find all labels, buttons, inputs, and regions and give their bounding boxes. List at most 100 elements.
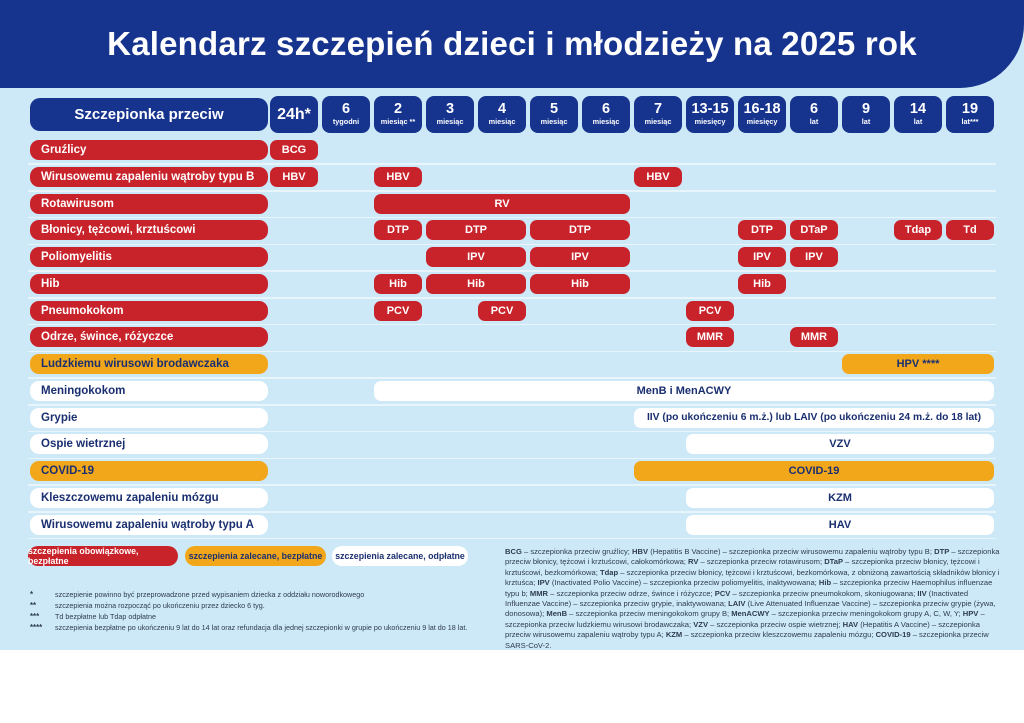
row-separator: [28, 377, 996, 379]
vaccine-pill: VZV: [686, 434, 994, 455]
vaccine-column-header: Szczepionka przeciw: [30, 98, 268, 131]
footnote-symbol: ****: [30, 623, 43, 632]
age-column-unit: miesiąc: [644, 117, 672, 127]
legend-pill: szczepienia zalecane, bezpłatne: [185, 546, 326, 566]
row-label: Rotawirusom: [30, 193, 268, 214]
row-separator: [28, 537, 996, 540]
vaccine-pill: DTP: [738, 220, 786, 241]
age-column-unit: lat***: [961, 117, 979, 127]
abbreviation-term: DTaP: [824, 557, 844, 567]
row-separator: [28, 404, 996, 406]
row-label: Wirusowemu zapaleniu wątroby typu B: [30, 166, 268, 187]
row-separator: [28, 457, 996, 459]
age-column-unit: lat: [809, 117, 819, 127]
row-label: Poliomyelitis: [30, 247, 268, 267]
row-separator: [28, 350, 996, 352]
vaccine-pill: Hib: [374, 273, 422, 294]
vaccine-column-header-label: Szczepionka przeciw: [74, 106, 224, 123]
vaccine-pill: Hib: [530, 273, 630, 294]
row-label: COVID-19: [30, 461, 268, 481]
abbreviation-term: DTP: [934, 547, 950, 556]
abbreviation-term: KZM: [665, 630, 683, 640]
vaccine-pill: MMR: [790, 327, 838, 348]
abbreviation-term: RV: [688, 557, 699, 567]
row-separator: [28, 163, 996, 165]
age-column-header: 6 miesiąc: [582, 96, 630, 133]
age-column-unit: miesiąc **: [380, 117, 416, 127]
age-column-header: 3 miesiąc: [426, 96, 474, 133]
abbreviation-term: MenB: [546, 609, 568, 619]
vaccine-pill: IPV: [790, 247, 838, 267]
row-label: Hib: [30, 273, 268, 294]
age-column-header: 5 miesiąc: [530, 96, 578, 133]
abbreviation-term: VZV: [693, 619, 709, 629]
age-column-value: 6: [809, 101, 819, 118]
vaccine-pill: RV: [374, 193, 630, 214]
abbreviation-term: IPV: [537, 578, 550, 588]
legend-pill: szczepienia obowiązkowe, bezpłatne: [28, 546, 178, 566]
vaccine-pill: DTP: [426, 220, 526, 241]
vaccine-pill: Td: [946, 220, 994, 241]
age-column-header: 6 lat: [790, 96, 838, 133]
row-separator: [28, 190, 996, 192]
legend-pill: szczepienia zalecane, odpłatne: [332, 546, 468, 566]
vaccine-pill: PCV: [374, 300, 422, 321]
vaccine-pill: HBV: [270, 166, 318, 187]
vaccine-pill: HBV: [634, 166, 682, 187]
footer: Ministerstwo Zdrowia NPZ NARODOWY PROGRA…: [0, 650, 1024, 723]
abbreviation-term: MenACWY: [731, 609, 770, 619]
row-label: Meningokokom: [30, 380, 268, 401]
abbreviation-term: HBV: [632, 547, 649, 556]
row-label: Wirusowemu zapaleniu wątroby typu A: [30, 514, 268, 535]
age-column-header: 24h*: [270, 96, 318, 133]
row-label: Grypie: [30, 407, 268, 428]
row-label: Gruźlicy: [30, 140, 268, 160]
footnote-symbol: **: [30, 601, 37, 610]
vaccine-pill: Hib: [426, 273, 526, 294]
row-separator: [28, 484, 996, 486]
row-label: Pneumokokom: [30, 300, 268, 321]
vaccine-pill: Hib: [738, 273, 786, 294]
age-column-value: 13-15: [691, 101, 729, 118]
row-separator: [28, 297, 996, 299]
abbreviation-term: Hib: [818, 578, 832, 588]
age-column-unit: miesiąc: [436, 117, 464, 127]
age-column-value: 6: [341, 101, 351, 118]
row-separator: [28, 243, 996, 245]
vaccine-pill: IIV (po ukończeniu 6 m.ż.) lub LAIV (po …: [634, 407, 994, 428]
age-column-header: 9 lat: [842, 96, 890, 133]
age-column-unit: tygodni: [332, 117, 360, 127]
page-title: Kalendarz szczepień dzieci i młodzieży n…: [107, 25, 917, 62]
age-column-value: 7: [653, 101, 663, 118]
vaccine-pill: IPV: [426, 247, 526, 267]
abbreviation-term: HPV: [962, 609, 979, 619]
footnote-symbol: *: [30, 590, 34, 599]
vaccine-pill: IPV: [530, 247, 630, 267]
age-column-value: 2: [393, 101, 403, 118]
age-column-value: 3: [445, 101, 455, 118]
abbreviation-term: PCV: [714, 588, 731, 598]
row-separator: [28, 323, 996, 326]
age-column-header: 19 lat***: [946, 96, 994, 133]
row-separator: [28, 270, 996, 272]
row-label: Ospie wietrznej: [30, 434, 268, 455]
vaccine-pill: MenB i MenACWY: [374, 380, 994, 401]
age-column-value: 24h*: [277, 105, 311, 123]
row-separator: [28, 511, 996, 513]
vaccine-pill: PCV: [478, 300, 526, 321]
vaccine-pill: PCV: [686, 300, 734, 321]
abbreviation-term: COVID-19: [875, 630, 911, 640]
row-separator: [28, 430, 996, 433]
vaccine-pill: HBV: [374, 166, 422, 187]
vaccine-pill: Tdap: [894, 220, 942, 241]
row-label: Kleszczowemu zapaleniu mózgu: [30, 487, 268, 508]
abbreviation-term: BCG: [505, 547, 522, 556]
age-column-unit: lat: [913, 117, 923, 127]
age-column-unit: miesięcy: [694, 117, 726, 127]
row-label: Odrze, śwince, różyczce: [30, 327, 268, 348]
age-column-header: 7 miesiąc: [634, 96, 682, 133]
abbreviation-term: Tdap: [599, 567, 619, 577]
abbreviation-term: MMR: [529, 588, 549, 598]
vaccine-pill: HPV ****: [842, 354, 994, 374]
footnote-text: szczepienie powinno być przeprowadzone p…: [55, 590, 365, 599]
